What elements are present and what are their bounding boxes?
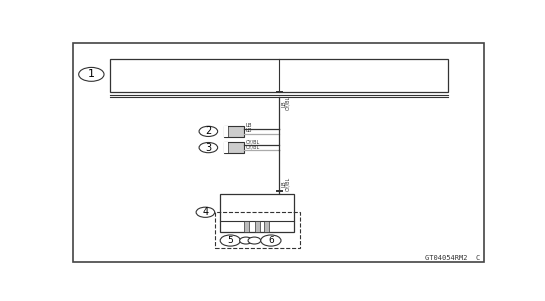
Text: 2: 2 xyxy=(205,126,211,136)
Circle shape xyxy=(199,126,217,136)
Bar xyxy=(215,212,300,248)
Text: LB: LB xyxy=(245,123,252,128)
Text: LB: LB xyxy=(282,180,287,187)
Text: OY/BL: OY/BL xyxy=(245,144,260,150)
Text: 5: 5 xyxy=(227,236,233,245)
Circle shape xyxy=(199,142,217,153)
Text: 3: 3 xyxy=(205,143,211,153)
Text: LB: LB xyxy=(245,128,252,133)
Circle shape xyxy=(78,67,104,81)
Text: 4: 4 xyxy=(202,207,208,217)
Bar xyxy=(223,142,244,153)
Circle shape xyxy=(261,235,281,246)
Bar xyxy=(244,221,249,232)
Text: 6: 6 xyxy=(268,236,274,245)
Circle shape xyxy=(196,207,215,217)
Circle shape xyxy=(220,235,240,246)
Text: GT04054RM2  C: GT04054RM2 C xyxy=(425,255,480,261)
Text: OY/BL: OY/BL xyxy=(245,139,260,144)
Bar xyxy=(223,126,244,137)
Text: OY/BL: OY/BL xyxy=(286,177,290,191)
Bar xyxy=(223,126,228,137)
Bar xyxy=(220,194,294,232)
Bar xyxy=(111,59,449,92)
Text: 1: 1 xyxy=(88,69,95,79)
Circle shape xyxy=(248,237,261,244)
Circle shape xyxy=(240,237,252,244)
Bar xyxy=(223,142,228,153)
Bar xyxy=(264,221,269,232)
Text: LB: LB xyxy=(282,101,287,107)
Text: OY/BL: OY/BL xyxy=(286,96,290,110)
Bar xyxy=(255,221,259,232)
